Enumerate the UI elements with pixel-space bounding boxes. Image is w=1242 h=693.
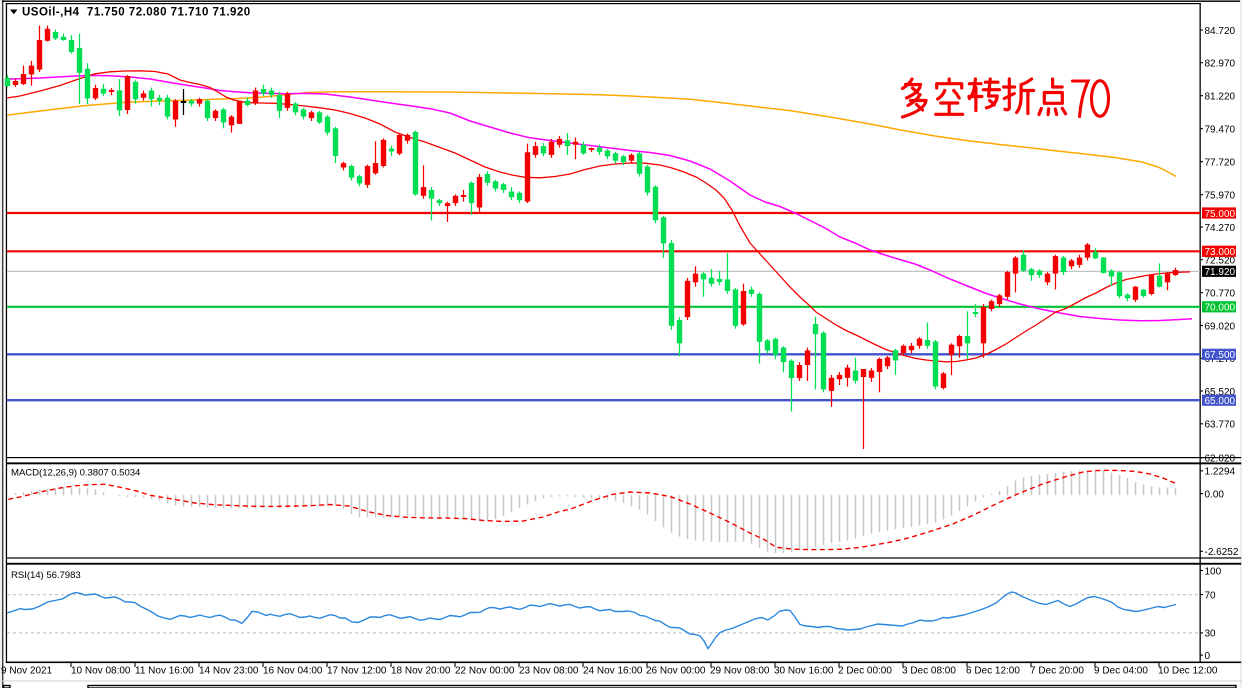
svg-text:70: 70 [1205,590,1217,601]
svg-text:30: 30 [1205,629,1217,640]
svg-text:100: 100 [1205,566,1222,577]
svg-text:73.000: 73.000 [1205,247,1236,258]
svg-text:6 Dec 12:00: 6 Dec 12:00 [966,666,1020,677]
svg-text:65.520: 65.520 [1205,387,1236,398]
svg-text:3 Dec 08:00: 3 Dec 08:00 [902,666,956,677]
svg-text:70.770: 70.770 [1205,289,1236,300]
svg-text:9 Dec 04:00: 9 Dec 04:00 [1094,666,1148,677]
svg-text:62.020: 62.020 [1205,454,1236,465]
svg-text:65.000: 65.000 [1205,396,1236,407]
svg-text:77.720: 77.720 [1205,158,1236,169]
svg-text:70.000: 70.000 [1205,303,1236,314]
svg-text:1.2294: 1.2294 [1205,467,1236,478]
svg-text:67.500: 67.500 [1205,350,1236,361]
svg-text:7 Dec 20:00: 7 Dec 20:00 [1030,666,1084,677]
svg-text:24 Nov 16:00: 24 Nov 16:00 [583,666,643,677]
svg-text:23 Nov 08:00: 23 Nov 08:00 [519,666,579,677]
svg-text:USOil-,H4 71.750 72.080 71.71: USOil-,H4 71.750 72.080 71.710 71.920 [22,7,251,19]
svg-text:72.520: 72.520 [1205,256,1236,267]
svg-text:71.920: 71.920 [1205,267,1236,278]
svg-text:75.000: 75.000 [1205,209,1236,220]
svg-text:74.270: 74.270 [1205,223,1236,234]
svg-text:14 Nov 23:00: 14 Nov 23:00 [199,666,259,677]
svg-text:63.770: 63.770 [1205,420,1236,431]
svg-text:MACD(12,26,9) 0.3807 0.5034: MACD(12,26,9) 0.3807 0.5034 [11,468,141,479]
svg-text:0: 0 [1205,651,1211,662]
svg-text:RSI(14) 56.7983: RSI(14) 56.7983 [11,570,81,581]
svg-text:84.720: 84.720 [1205,26,1236,37]
svg-text:18 Nov 20:00: 18 Nov 20:00 [391,666,451,677]
svg-text:10 Dec 12:00: 10 Dec 12:00 [1158,666,1218,677]
svg-text:16 Nov 04:00: 16 Nov 04:00 [263,666,323,677]
svg-text:2 Dec 00:00: 2 Dec 00:00 [838,666,892,677]
svg-text:81.220: 81.220 [1205,92,1236,103]
svg-text:-2.6252: -2.6252 [1205,547,1239,558]
svg-text:10 Nov 08:00: 10 Nov 08:00 [71,666,131,677]
svg-text:26 Nov 00:00: 26 Nov 00:00 [646,666,706,677]
svg-text:30 Nov 16:00: 30 Nov 16:00 [774,666,834,677]
svg-text:69.020: 69.020 [1205,321,1236,332]
svg-text:75.970: 75.970 [1205,191,1236,202]
svg-text:11 Nov 16:00: 11 Nov 16:00 [135,666,194,677]
svg-text:0.00: 0.00 [1205,489,1225,500]
svg-text:22 Nov 00:00: 22 Nov 00:00 [455,666,515,677]
svg-text:17 Nov 12:00: 17 Nov 12:00 [327,666,387,677]
svg-text:9 Nov 2021: 9 Nov 2021 [1,666,53,677]
svg-text:79.470: 79.470 [1205,125,1236,136]
svg-text:29 Nov 08:00: 29 Nov 08:00 [710,666,770,677]
svg-text:82.970: 82.970 [1205,59,1236,70]
